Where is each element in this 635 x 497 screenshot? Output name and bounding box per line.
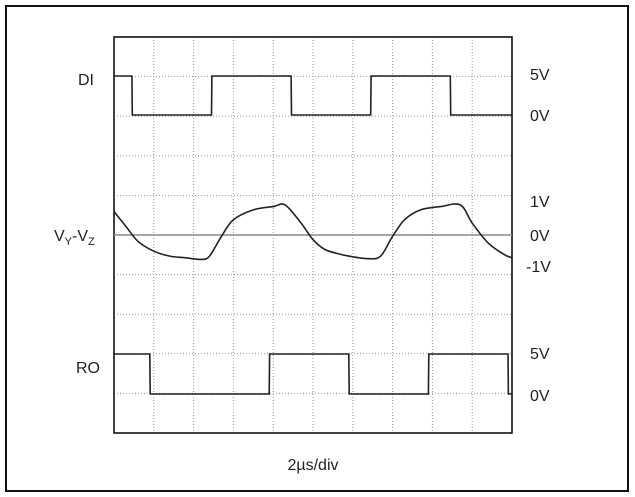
vyvz-scale-1v: 1V (530, 194, 550, 211)
label-sep: - (72, 228, 77, 245)
trace-lines (113, 75, 513, 395)
label-v2: V (77, 228, 88, 245)
trace-label-ro: RO (76, 360, 100, 377)
vyvz-scale-neg1v: -1V (526, 259, 551, 276)
di-scale-0v: 0V (530, 108, 550, 125)
label-sub-z: Z (88, 236, 95, 248)
di-scale-5v: 5V (530, 67, 550, 84)
trace-di (114, 75, 512, 116)
trace-label-vyvz: VY-VZ (54, 228, 95, 248)
ro-scale-5v: 5V (530, 346, 550, 363)
label-v1: V (54, 228, 65, 245)
trace-ro (114, 353, 512, 395)
trace-vy-vz (113, 203, 513, 261)
label-sub-y: Y (65, 236, 73, 248)
x-axis-label: 2µs/div (287, 457, 338, 474)
ro-scale-0v: 0V (530, 388, 550, 405)
vyvz-scale-0v: 0V (530, 228, 550, 245)
trace-label-di: DI (78, 72, 94, 89)
outer-border (5, 5, 629, 492)
